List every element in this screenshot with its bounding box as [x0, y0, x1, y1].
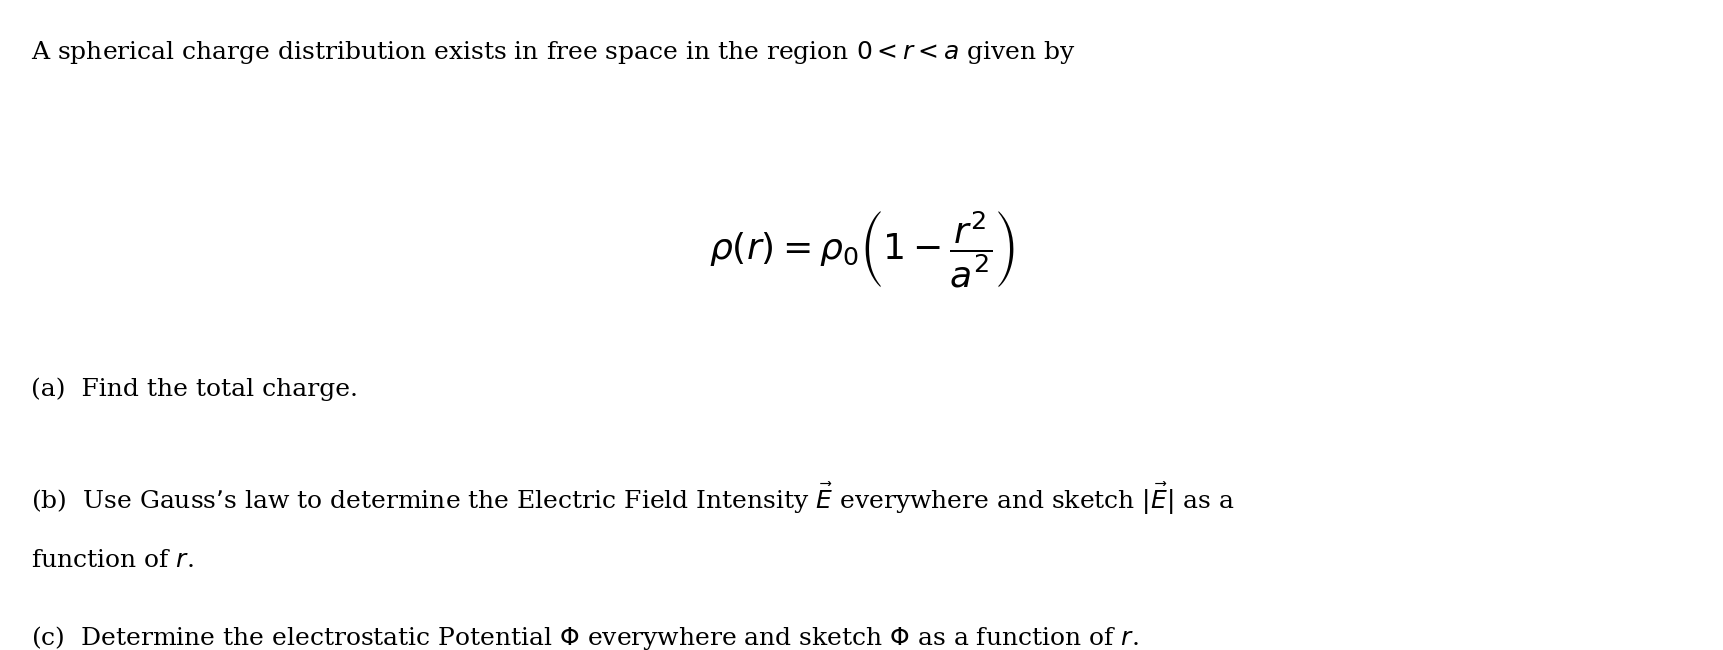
Text: (b)  Use Gauss’s law to determine the Electric Field Intensity $\vec{E}$ everywh: (b) Use Gauss’s law to determine the Ele…: [31, 481, 1234, 517]
Text: (a)  Find the total charge.: (a) Find the total charge.: [31, 377, 358, 400]
Text: A spherical charge distribution exists in free space in the region $0 < r < a$ g: A spherical charge distribution exists i…: [31, 39, 1075, 66]
Text: (c)  Determine the electrostatic Potential $\Phi$ everywhere and sketch $\Phi$ a: (c) Determine the electrostatic Potentia…: [31, 624, 1139, 650]
Text: $\rho(r) = \rho_0 \left(1 - \dfrac{r^2}{a^2}\right)$: $\rho(r) = \rho_0 \left(1 - \dfrac{r^2}{…: [708, 208, 1015, 289]
Text: function of $r$.: function of $r$.: [31, 549, 193, 572]
